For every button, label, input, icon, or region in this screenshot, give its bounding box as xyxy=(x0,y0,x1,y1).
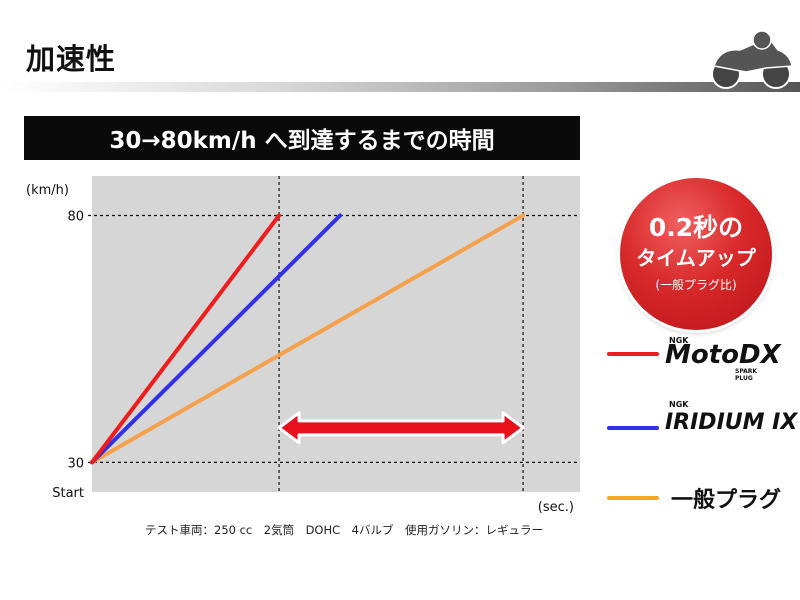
legend-label-iridium: IRIDIUM IX xyxy=(665,410,798,435)
motorcycle-icon xyxy=(711,30,793,89)
badge-note: (一般プラグ比) xyxy=(655,278,737,292)
badge-subheadline: タイムアップ xyxy=(636,246,756,270)
legend-swatch-orange xyxy=(607,496,659,500)
legend-label-motodx: MotoDX xyxy=(665,340,781,370)
improvement-badge: 0.2秒の タイムアップ (一般プラグ比) xyxy=(620,178,772,330)
series-line-iridium-ix xyxy=(90,213,343,465)
header-divider xyxy=(0,82,800,92)
legend-brand-ngk: NGK xyxy=(669,400,689,409)
series-line-motodx xyxy=(90,213,282,465)
legend-brand-ngk: NGK xyxy=(669,336,689,345)
time-difference-arrow xyxy=(277,411,525,445)
x-axis-label: (sec.) xyxy=(538,500,574,515)
test-conditions-note: テスト車両：250 cc 2気筒 DOHC 4バルブ 使用ガソリン：レギュラー xyxy=(145,523,543,537)
legend-swatch-red xyxy=(607,352,659,356)
series-line-一般プラグ xyxy=(90,213,526,465)
y-tick-30: 30 xyxy=(67,456,84,471)
legend-swatch-blue xyxy=(607,426,659,430)
y-axis-label: (km/h) xyxy=(26,183,69,198)
legend-label-regular: 一般プラグ xyxy=(671,488,782,513)
legend-brand-sub: SPARK PLUG xyxy=(735,368,758,382)
chart-title-banner: 30→80km/h へ到達するまでの時間 xyxy=(24,116,580,160)
page-title: 加速性 xyxy=(26,42,117,76)
badge-headline: 0.2秒の xyxy=(648,213,744,242)
y-tick-start: Start xyxy=(52,486,84,501)
y-tick-80: 80 xyxy=(67,210,84,225)
